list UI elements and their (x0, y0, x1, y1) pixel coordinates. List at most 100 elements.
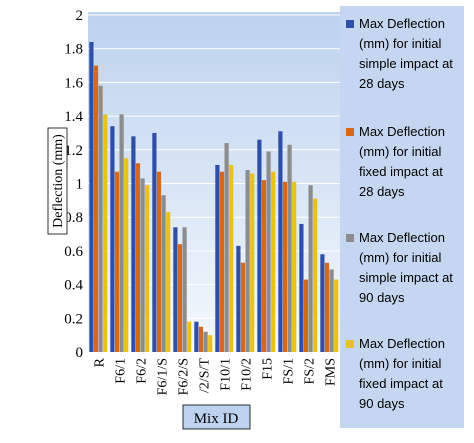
y-tick-label: 0 (76, 345, 84, 361)
gridlines (88, 14, 340, 353)
bar (250, 173, 255, 352)
y-tick-label: 1.2 (64, 143, 83, 159)
bar (320, 254, 325, 352)
x-tick-label: F6/1/S (156, 358, 171, 395)
y-tick-label: 1.8 (64, 42, 83, 58)
bar (124, 158, 129, 352)
bar (152, 132, 157, 352)
bar (308, 185, 313, 352)
bar (161, 195, 166, 352)
legend-label-line: (mm) for initial (359, 250, 441, 265)
x-axis-title: Mix ID (194, 411, 239, 427)
x-tick-label: F6/2/S (177, 358, 192, 395)
legend-label-line: Max Deflection (359, 124, 445, 139)
bar (266, 151, 271, 352)
bar (219, 171, 225, 352)
y-axis-title-box: Deflection (mm) (47, 127, 68, 235)
legend-label-line: 90 days (359, 396, 405, 411)
y-axis-title: Deflection (mm) (51, 134, 66, 228)
bar (194, 321, 199, 352)
bar (299, 223, 304, 352)
bar (198, 326, 204, 352)
y-tick-label: 0.2 (64, 311, 83, 327)
bar (140, 178, 145, 352)
legend-label-line: Max Deflection (359, 16, 445, 31)
bar (224, 143, 229, 352)
bar (103, 114, 108, 352)
x-tick-label: F15 (261, 358, 276, 380)
y-axis-ticks: 0 0.2 0.4 0.6 0.8 1 1.2 1.4 1.6 1.8 2 (64, 8, 83, 361)
y-tick-label: 2 (76, 8, 84, 24)
legend-label-line: 28 days (359, 76, 405, 91)
bar (236, 245, 241, 352)
legend-label-line: simple impact at (359, 270, 453, 285)
legend-label-line: Max Deflection (359, 230, 445, 245)
bar (271, 171, 276, 352)
y-tick-label: 0.8 (64, 210, 83, 226)
legend-swatch (346, 128, 354, 136)
x-tick-label: F10/2 (240, 358, 255, 391)
bars (89, 41, 339, 353)
bar (257, 139, 262, 352)
bar (261, 180, 267, 352)
bar (119, 114, 124, 352)
bar (215, 164, 220, 352)
bar (203, 331, 208, 352)
x-tick-label: R (93, 357, 108, 367)
bar (156, 171, 162, 352)
legend-label-line: fixed impact at (359, 376, 443, 391)
legend-label-line: (mm) for initial (359, 356, 441, 371)
bar (240, 262, 246, 352)
bar (303, 279, 309, 352)
bar (229, 164, 234, 352)
x-tick-label: FS/2 (303, 358, 318, 384)
bar (145, 185, 150, 352)
legend-swatch (346, 340, 354, 348)
y-tick-label: 0.6 (64, 244, 83, 260)
x-tick-label: F6/1 (114, 358, 129, 384)
legend-label-line: 28 days (359, 184, 405, 199)
x-tick-label: FS/1 (282, 358, 297, 384)
legend-label-line: Max Deflection (359, 336, 445, 351)
legend-background (340, 6, 464, 428)
legend: Max Deflection (mm) for initial simple imp… (346, 16, 453, 411)
bar (324, 262, 330, 352)
plot-background (88, 12, 340, 352)
y-tick-label: 1.4 (64, 109, 83, 125)
y-tick-label: 0.4 (64, 278, 83, 294)
x-tick-label: F6/2 (135, 358, 150, 384)
bar (278, 131, 283, 352)
bar (173, 227, 178, 352)
bar (313, 198, 318, 352)
bar (89, 41, 94, 353)
bar (329, 269, 334, 352)
bar (287, 144, 292, 352)
legend-label-line: (mm) for initial (359, 144, 441, 159)
x-axis-title-box: Mix ID (182, 404, 251, 430)
legend-label-line: simple impact at (359, 56, 453, 71)
x-tick-label: F10/1 (219, 358, 234, 391)
bar (93, 65, 99, 353)
bar (245, 170, 250, 352)
bar (166, 212, 171, 352)
y-tick-label: 1 (76, 177, 84, 193)
bar (187, 321, 192, 352)
bar (182, 227, 187, 352)
bar (131, 136, 136, 352)
x-tick-label: FMS (324, 358, 339, 386)
bar (292, 181, 297, 352)
legend-label-line: fixed impact at (359, 164, 443, 179)
x-tick-label: /2/S/T (198, 358, 213, 393)
legend-swatch (346, 20, 354, 28)
bar (282, 181, 288, 352)
bar (114, 171, 120, 352)
y-tick-label: 1.6 (64, 75, 83, 91)
x-axis-ticks: R F6/1 F6/2 F6/1/S F6/2/S/2/S/T F10/1 F10/2 F15… (93, 357, 339, 395)
legend-label-line: 90 days (359, 290, 405, 305)
bar (334, 279, 339, 352)
bar (135, 163, 141, 352)
bar (98, 85, 103, 353)
legend-swatch (346, 234, 354, 242)
